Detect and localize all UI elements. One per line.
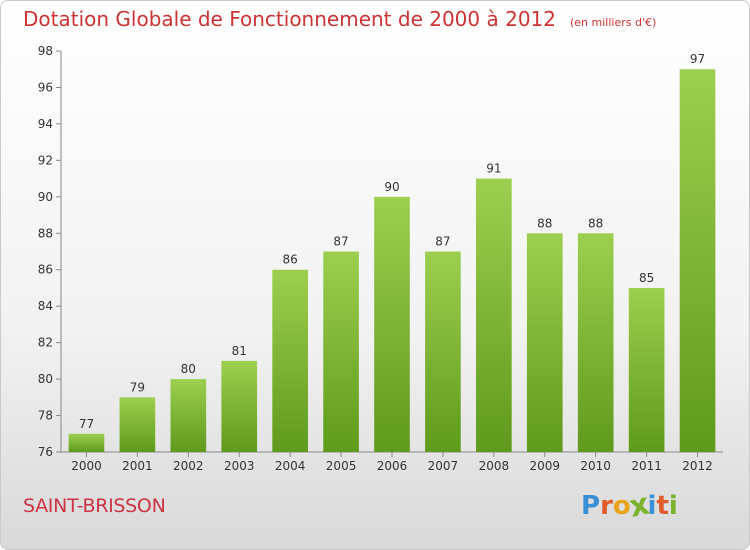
x-tick-label: 2007 [428, 459, 459, 473]
bar [68, 433, 105, 452]
x-tick-label: 2012 [682, 459, 713, 473]
logo-letter: o [612, 491, 631, 521]
logo-letter: P [581, 491, 601, 521]
bar [526, 233, 563, 452]
x-tick-label: 2000 [71, 459, 102, 473]
bar-value-label: 86 [283, 253, 298, 267]
bar-value-label: 80 [181, 362, 196, 376]
bar [221, 360, 258, 452]
y-tick-label: 80 [38, 372, 53, 386]
chart-title: Dotation Globale de Fonctionnement de 20… [23, 7, 656, 31]
bar-value-label: 77 [79, 417, 94, 431]
y-tick-label: 92 [38, 153, 53, 167]
x-tick-label: 2004 [275, 459, 306, 473]
bar [323, 251, 359, 452]
x-tick-label: 2009 [529, 459, 560, 473]
bar-value-label: 90 [384, 180, 399, 194]
bar [425, 251, 461, 452]
bar [272, 269, 308, 452]
bar-value-label: 87 [435, 235, 450, 249]
bar-value-label: 91 [486, 162, 501, 176]
x-tick-label: 2003 [224, 459, 255, 473]
bar-value-label: 81 [232, 344, 247, 358]
x-tick-label: 2001 [122, 459, 153, 473]
bar [170, 379, 207, 452]
axes: 76 78 80 82 84 86 88 90 92 94 96 98 2000 2001 2002 2003… [38, 44, 723, 473]
y-tick-label: 98 [38, 44, 53, 58]
x-tick-label: 2008 [479, 459, 510, 473]
logo-letter: i [668, 491, 678, 521]
bar [679, 69, 716, 453]
bars: 77 79 80 81 86 87 90 87 91 88 88 85 97 [68, 52, 716, 453]
y-tick-label: 94 [38, 117, 53, 131]
bar [119, 397, 156, 452]
bar [476, 178, 512, 452]
bar [577, 233, 614, 452]
y-tick-label: 88 [38, 226, 53, 240]
logo-letter: t [656, 491, 669, 521]
y-tick-label: 90 [38, 190, 53, 204]
bar-value-label: 87 [333, 235, 348, 249]
y-tick-label: 76 [38, 445, 53, 459]
y-tick-label: 86 [38, 263, 53, 277]
x-tick-label: 2002 [173, 459, 204, 473]
bar-value-label: 88 [537, 216, 552, 230]
x-tick-label: 2010 [580, 459, 611, 473]
x-tick-label: 2006 [377, 459, 408, 473]
bar-value-label: 79 [130, 380, 145, 394]
city-name: SAINT-BRISSON [23, 495, 166, 517]
logo-letter: r [600, 491, 613, 521]
bar-value-label: 85 [639, 271, 654, 285]
bar-value-label: 97 [690, 52, 705, 66]
y-tick-label: 82 [38, 336, 53, 350]
logo-letter: i [647, 491, 657, 521]
y-tick-label: 96 [38, 80, 53, 94]
bar [374, 196, 410, 452]
bar-value-label: 88 [588, 216, 603, 230]
y-tick-label: 84 [38, 299, 53, 313]
chart-subtitle: (en milliers d'€) [570, 16, 657, 29]
x-tick-label: 2005 [326, 459, 357, 473]
proxiti-logo[interactable]: Proxiti [581, 487, 678, 525]
x-tick-label: 2011 [631, 459, 662, 473]
bar [628, 287, 665, 452]
chart-title-text: Dotation Globale de Fonctionnement de 20… [23, 7, 556, 31]
y-tick-label: 78 [38, 409, 53, 423]
